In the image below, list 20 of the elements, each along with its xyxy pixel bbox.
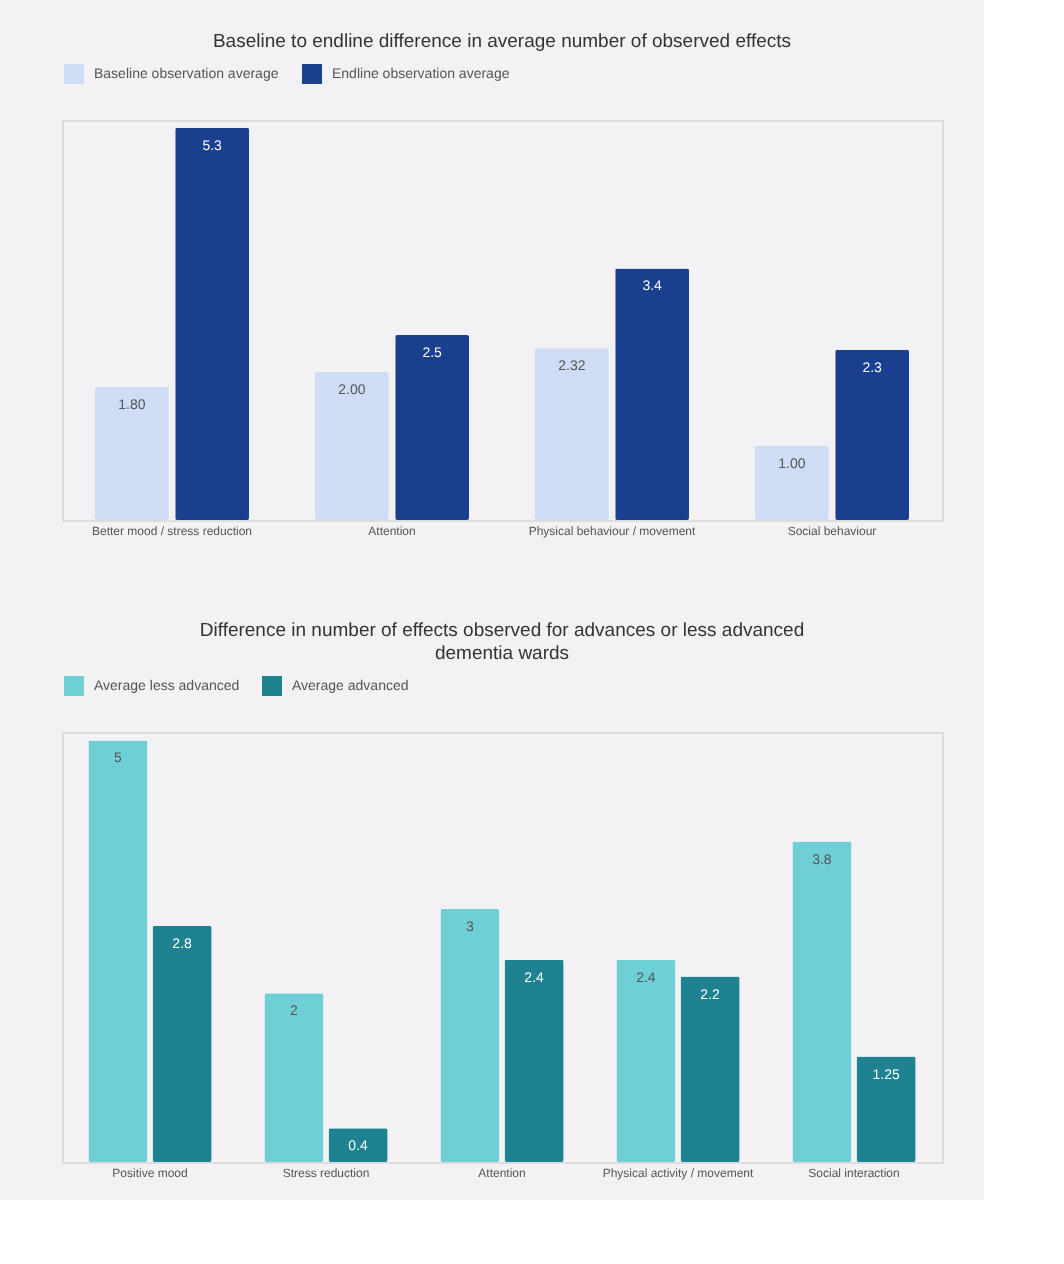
bar [792,841,852,1162]
bar [835,349,909,520]
bar [152,925,212,1162]
bar [615,268,689,520]
bar [95,386,169,520]
bar [175,127,249,520]
chart-title: Difference in number of effects observed for advances or less advanced dementia wards [199,620,805,665]
bar [88,740,148,1162]
bar [680,976,740,1162]
bar [755,446,829,520]
bar [315,372,389,520]
bar [264,993,324,1162]
bar [395,335,469,520]
bar [504,959,564,1162]
bar [616,959,676,1162]
bar [856,1056,916,1162]
chart-title: Baseline to endline difference in average number of observed effects [212,31,792,53]
bar [328,1128,388,1162]
bar [535,348,609,520]
bar [440,909,500,1162]
